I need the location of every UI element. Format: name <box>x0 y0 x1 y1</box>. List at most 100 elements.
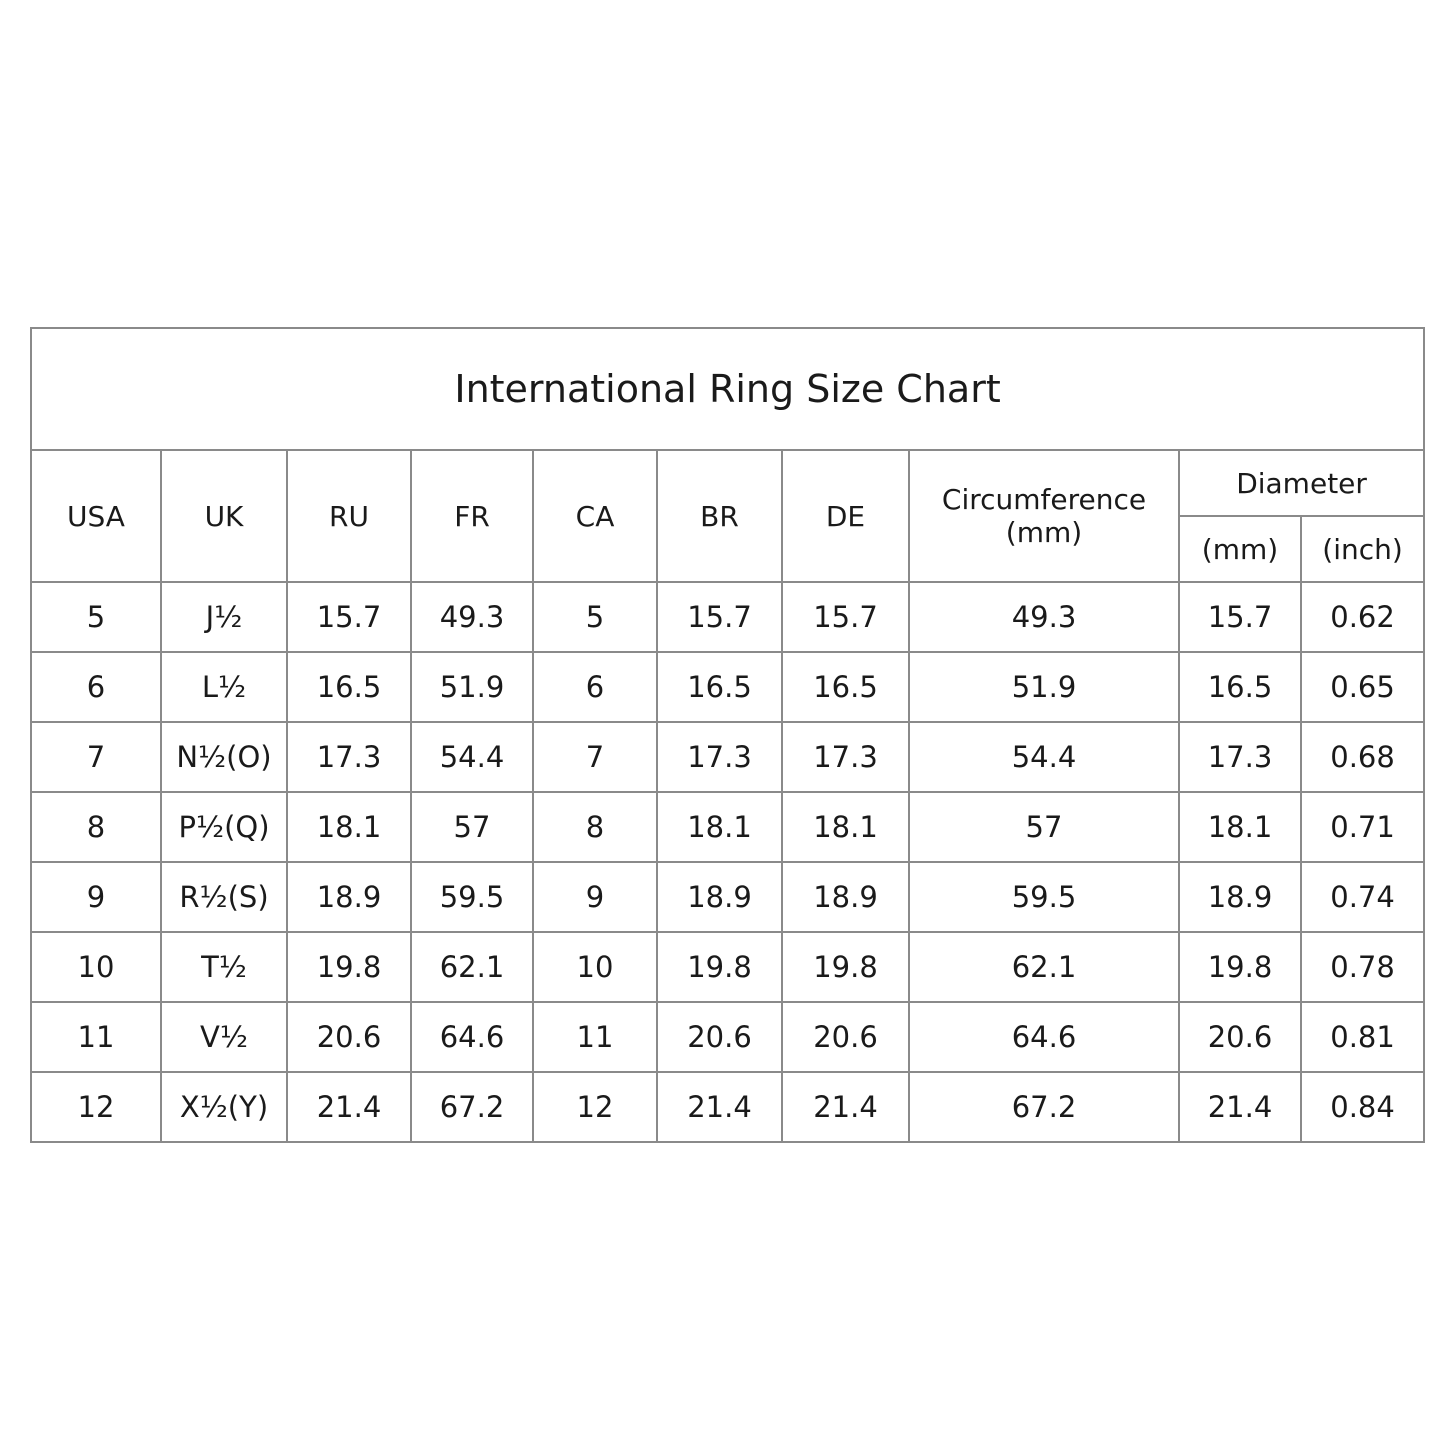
cell-br: 17.3 <box>656 721 783 793</box>
header-diameter-mm: (mm) <box>1178 515 1302 583</box>
cell-uk: R½(S) <box>160 861 288 933</box>
cell-diameter-inch: 0.84 <box>1299 1071 1426 1143</box>
cell-ca: 6 <box>532 651 658 723</box>
cell-de: 18.1 <box>781 791 910 863</box>
circumference-unit: (mm) <box>1005 516 1083 549</box>
cell-usa: 7 <box>30 721 162 793</box>
ring-size-chart: International Ring Size Chart USA UK RU … <box>29 327 1426 1143</box>
cell-diameter-inch: 0.78 <box>1299 931 1426 1003</box>
cell-de: 17.3 <box>781 721 910 793</box>
cell-ca: 12 <box>532 1071 658 1143</box>
cell-diameter-mm: 21.4 <box>1178 1071 1302 1143</box>
cell-uk: P½(Q) <box>160 791 288 863</box>
header-br: BR <box>656 449 783 583</box>
cell-ru: 18.1 <box>286 791 412 863</box>
cell-fr: 49.3 <box>410 581 534 653</box>
cell-diameter-mm: 18.1 <box>1178 791 1302 863</box>
cell-ca: 10 <box>532 931 658 1003</box>
cell-ca: 11 <box>532 1001 658 1073</box>
cell-circumference: 57 <box>908 791 1180 863</box>
cell-fr: 51.9 <box>410 651 534 723</box>
header-circumference: Circumference (mm) <box>908 449 1180 583</box>
cell-de: 19.8 <box>781 931 910 1003</box>
cell-circumference: 67.2 <box>908 1071 1180 1143</box>
cell-ru: 21.4 <box>286 1071 412 1143</box>
cell-circumference: 49.3 <box>908 581 1180 653</box>
cell-usa: 9 <box>30 861 162 933</box>
header-ca: CA <box>532 449 658 583</box>
cell-diameter-inch: 0.62 <box>1299 581 1426 653</box>
cell-circumference: 59.5 <box>908 861 1180 933</box>
cell-ca: 7 <box>532 721 658 793</box>
table-row: 6 L½ 16.5 51.9 6 16.5 16.5 51.9 16.5 0.65 <box>30 651 1426 723</box>
cell-diameter-inch: 0.74 <box>1299 861 1426 933</box>
cell-de: 16.5 <box>781 651 910 723</box>
header-usa: USA <box>30 449 162 583</box>
cell-de: 15.7 <box>781 581 910 653</box>
header-diameter-inch: (inch) <box>1299 515 1426 583</box>
cell-fr: 57 <box>410 791 534 863</box>
cell-ca: 8 <box>532 791 658 863</box>
cell-fr: 64.6 <box>410 1001 534 1073</box>
cell-uk: X½(Y) <box>160 1071 288 1143</box>
cell-de: 21.4 <box>781 1071 910 1143</box>
header-diameter: Diameter <box>1177 449 1426 517</box>
cell-usa: 11 <box>30 1001 162 1073</box>
table-row: 8 P½(Q) 18.1 57 8 18.1 18.1 57 18.1 0.71 <box>30 791 1426 863</box>
chart-title: International Ring Size Chart <box>29 327 1426 451</box>
cell-diameter-mm: 16.5 <box>1178 651 1302 723</box>
cell-diameter-mm: 15.7 <box>1178 581 1302 653</box>
table-row: 10 T½ 19.8 62.1 10 19.8 19.8 62.1 19.8 0.78 <box>30 931 1426 1003</box>
cell-ru: 19.8 <box>286 931 412 1003</box>
cell-diameter-inch: 0.81 <box>1299 1001 1426 1073</box>
cell-uk: L½ <box>160 651 288 723</box>
cell-br: 21.4 <box>656 1071 783 1143</box>
cell-br: 20.6 <box>656 1001 783 1073</box>
table-row: 12 X½(Y) 21.4 67.2 12 21.4 21.4 67.2 21.4 0.84 <box>30 1071 1426 1143</box>
table-row: 5 J½ 15.7 49.3 5 15.7 15.7 49.3 15.7 0.62 <box>30 581 1426 653</box>
cell-br: 16.5 <box>656 651 783 723</box>
circumference-label: Circumference <box>941 483 1147 516</box>
cell-uk: J½ <box>160 581 288 653</box>
cell-fr: 67.2 <box>410 1071 534 1143</box>
header-ru: RU <box>286 449 412 583</box>
cell-circumference: 51.9 <box>908 651 1180 723</box>
cell-usa: 5 <box>30 581 162 653</box>
cell-diameter-inch: 0.65 <box>1299 651 1426 723</box>
cell-diameter-mm: 20.6 <box>1178 1001 1302 1073</box>
cell-ca: 5 <box>532 581 658 653</box>
cell-diameter-inch: 0.71 <box>1299 791 1426 863</box>
table-row: 9 R½(S) 18.9 59.5 9 18.9 18.9 59.5 18.9 0.74 <box>30 861 1426 933</box>
cell-de: 20.6 <box>781 1001 910 1073</box>
cell-de: 18.9 <box>781 861 910 933</box>
cell-usa: 10 <box>30 931 162 1003</box>
cell-uk: V½ <box>160 1001 288 1073</box>
cell-ru: 17.3 <box>286 721 412 793</box>
cell-circumference: 64.6 <box>908 1001 1180 1073</box>
cell-usa: 12 <box>30 1071 162 1143</box>
cell-ru: 16.5 <box>286 651 412 723</box>
cell-usa: 8 <box>30 791 162 863</box>
cell-ru: 15.7 <box>286 581 412 653</box>
cell-uk: T½ <box>160 931 288 1003</box>
cell-fr: 54.4 <box>410 721 534 793</box>
cell-ca: 9 <box>532 861 658 933</box>
cell-fr: 62.1 <box>410 931 534 1003</box>
cell-circumference: 62.1 <box>908 931 1180 1003</box>
header-fr: FR <box>410 449 534 583</box>
cell-fr: 59.5 <box>410 861 534 933</box>
cell-ru: 20.6 <box>286 1001 412 1073</box>
cell-uk: N½(O) <box>160 721 288 793</box>
cell-circumference: 54.4 <box>908 721 1180 793</box>
cell-br: 18.1 <box>656 791 783 863</box>
cell-diameter-mm: 17.3 <box>1178 721 1302 793</box>
table-row: 7 N½(O) 17.3 54.4 7 17.3 17.3 54.4 17.3 0.68 <box>30 721 1426 793</box>
cell-diameter-inch: 0.68 <box>1299 721 1426 793</box>
header-de: DE <box>781 449 910 583</box>
cell-usa: 6 <box>30 651 162 723</box>
cell-br: 19.8 <box>656 931 783 1003</box>
header-uk: UK <box>160 449 288 583</box>
table-row: 11 V½ 20.6 64.6 11 20.6 20.6 64.6 20.6 0.81 <box>30 1001 1426 1073</box>
cell-diameter-mm: 19.8 <box>1178 931 1302 1003</box>
cell-diameter-mm: 18.9 <box>1178 861 1302 933</box>
